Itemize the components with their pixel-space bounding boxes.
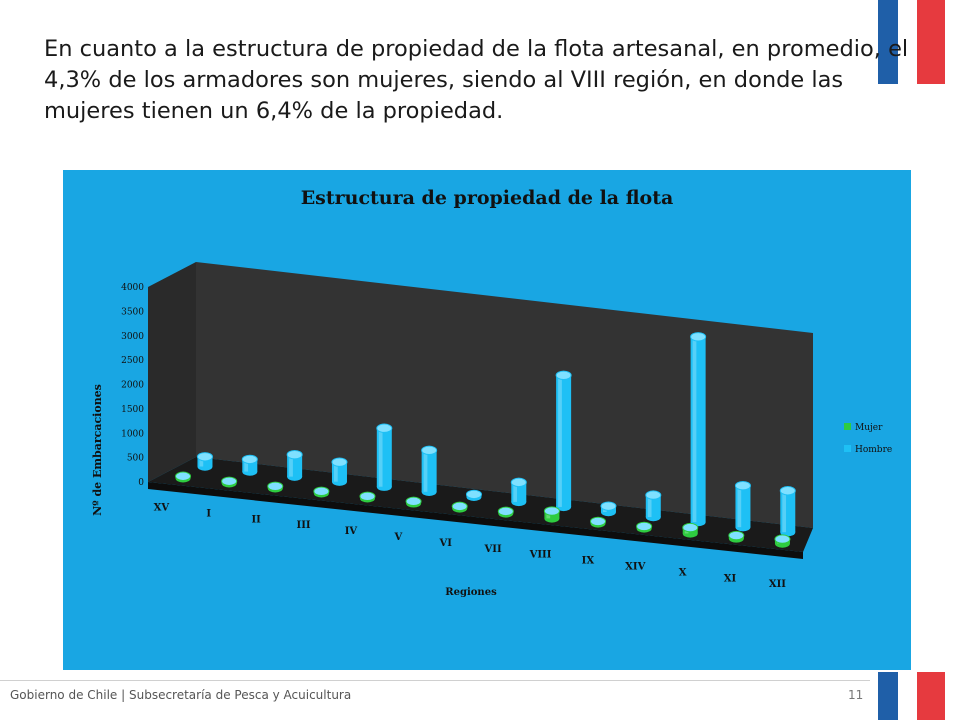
x-tick-label: II [251,514,261,525]
y-tick-label: 4000 [121,283,144,293]
bar-mujer [497,506,514,518]
y-tick-label: 3000 [121,332,144,342]
x-tick-label: XV [154,503,170,514]
x-tick-label: VIII [529,550,552,561]
flag-stripe-white-bottom [898,672,917,720]
legend-label-mujer: Mujer [855,423,883,433]
bar-hombre [510,477,527,507]
bar-chart-3d: Estructura de propiedad de la flota 0 500… [91,187,892,598]
x-tick-label: VII [484,544,502,555]
bar-mujer [774,534,791,548]
x-tick-label: I [206,508,211,519]
bar-mujer [359,491,376,503]
floor-edge [148,482,803,559]
bar-hombre [645,490,662,522]
x-tick-label: VI [438,538,452,549]
x-tick-label: V [393,532,402,543]
y-tick-label: 2500 [121,356,144,366]
bar-hombre [331,457,348,486]
legend-swatch-mujer [844,423,851,430]
bar-hombre [734,481,751,532]
bar-mujer [728,530,745,543]
bar-hombre [241,454,258,476]
x-tick-label: XI [724,573,737,584]
x-tick-label: IV [345,526,358,537]
legend-swatch-hombre [844,445,851,452]
bar-mujer [405,496,422,508]
chart-container: Estructura de propiedad de la flota 0 500… [63,170,911,670]
footer-divider [0,680,870,681]
bar-mujer [267,481,284,493]
x-tick-label: XII [769,579,786,590]
bar-mujer [590,516,607,528]
bar-hombre [690,332,707,527]
flag-stripe-red-bottom [917,672,945,720]
y-tick-label: 3500 [121,307,144,317]
chart-title: Estructura de propiedad de la flota [301,187,674,209]
bar-hombre [376,423,393,491]
x-tick-label: X [679,567,687,578]
bar-hombre [421,445,438,496]
bar-hombre [465,489,482,502]
chart-legend: Mujer Hombre [844,423,892,455]
x-tick-label: XIV [625,562,645,573]
flag-stripe-blue-bottom [878,672,898,720]
bar-mujer [313,486,330,498]
back-wall [196,262,813,528]
bar-hombre [196,452,213,471]
bar-hombre [600,501,617,517]
y-axis-title: Nº de Embarcaciones [91,384,104,516]
side-wall [148,262,196,482]
y-tick-label: 1500 [121,405,144,415]
x-tick-label: III [297,520,311,531]
bar-mujer [682,522,699,538]
bar-mujer [221,476,238,488]
y-tick-label: 2000 [121,381,144,391]
bar-mujer [636,521,653,533]
flag-stripe-blue-top [878,0,898,84]
legend-label-hombre: Hombre [855,445,892,455]
x-axis-title: Regiones [445,587,497,598]
bar-mujer [451,501,468,513]
bar-mujer [543,506,560,523]
bar-mujer [175,471,192,483]
bar-hombre [555,370,572,512]
slide-headline: En cuanto a la estructura de propiedad d… [44,36,909,124]
x-tick-label: IX [582,556,595,567]
y-tick-label: 0 [138,478,144,488]
footer-org: Gobierno de Chile | Subsecretaría de Pes… [10,688,352,702]
flag-stripe-white-top [898,0,917,84]
y-tick-label: 1000 [121,429,144,439]
page-number: 11 [848,688,864,702]
bar-hombre [779,486,796,537]
bar-hombre [286,449,303,481]
y-tick-label: 500 [127,454,144,464]
flag-stripe-red-top [917,0,945,84]
